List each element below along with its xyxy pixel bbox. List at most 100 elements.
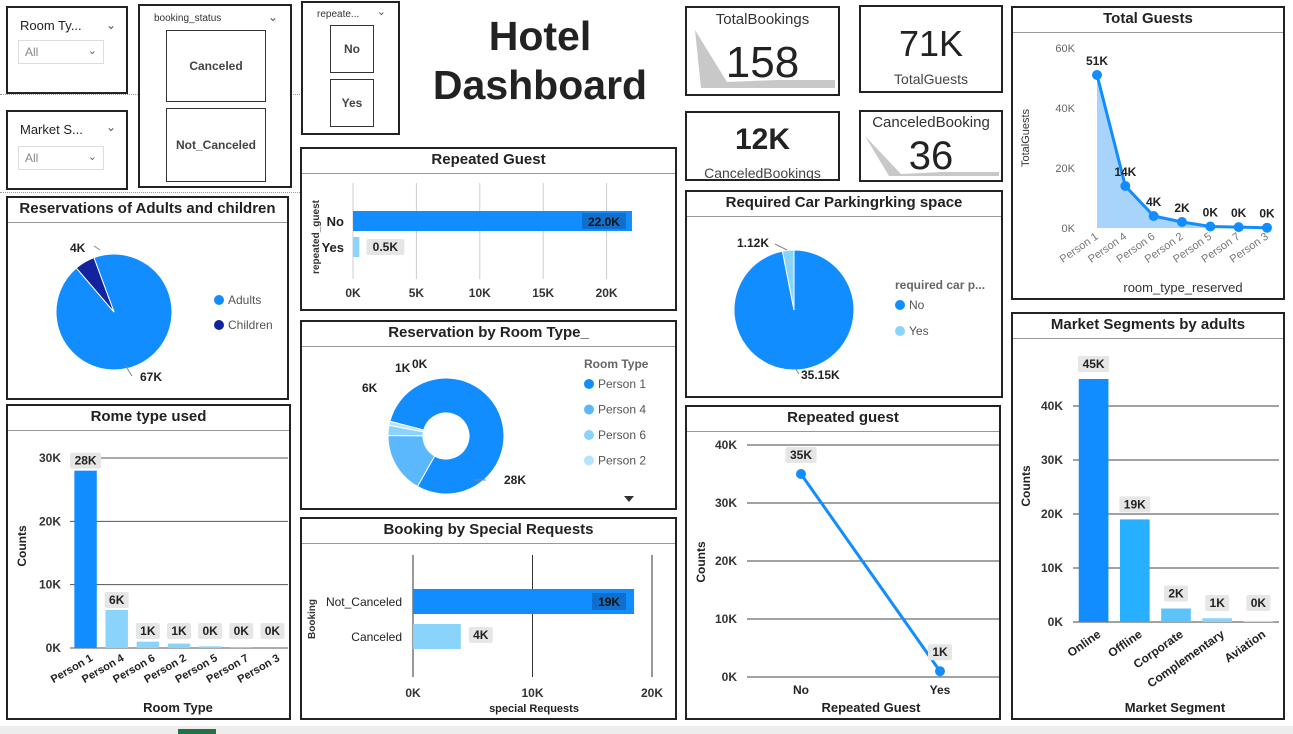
data-point: [1177, 217, 1187, 227]
active-page-tab[interactable]: [178, 729, 216, 734]
room-type-dropdown[interactable]: All ⌄: [18, 40, 104, 64]
y-tick-label: Not_Canceled: [326, 595, 402, 609]
y-tick-label: 10K: [39, 578, 61, 592]
data-label: 0K: [1251, 596, 1267, 610]
slicer-option-yes[interactable]: Yes: [330, 79, 374, 127]
divider: [0, 192, 300, 193]
kpi-canceled-booking: CanceledBooking 36: [859, 110, 1003, 182]
special-requests-card: Booking by Special Requests 0K 10K 20K Not_…: [300, 517, 677, 720]
title-divider: [687, 431, 999, 432]
sparkline: [695, 30, 835, 88]
data-label: 0K: [1203, 206, 1219, 220]
car-parking-pie-chart: 35.15K 1.12K required car p... No Yes: [733, 236, 985, 382]
data-label-bg: [229, 623, 254, 639]
booking-status-slicer[interactable]: booking_status ⌄ Canceled Not_Canceled: [138, 4, 292, 188]
pie-slice: [388, 420, 425, 433]
x-tick-label: Online: [1065, 627, 1104, 660]
x-tick-label: Complementary: [1145, 627, 1228, 691]
adults-children-pie-chart: 67K 4K Adults Children: [55, 241, 273, 384]
slicer-label: Market S...: [20, 122, 83, 137]
data-label: 45K: [1083, 357, 1105, 371]
series-line: [799, 473, 942, 673]
repeated-guest-line-card: Repeated guest 0K 10K 20K 30K 40K 35K No 1K Yes C…: [685, 405, 1001, 720]
kpi-label: TotalGuests: [894, 71, 968, 87]
data-label-bg: [366, 239, 405, 255]
chevron-down-icon[interactable]: ⌄: [105, 120, 116, 134]
data-label-bg: [581, 213, 626, 229]
room-type-slicer[interactable]: Room Ty... ⌄ All ⌄: [6, 6, 128, 94]
data-label-bg: [928, 644, 952, 661]
legend-marker: [895, 300, 905, 310]
chart-title: Booking by Special Requests: [383, 521, 594, 538]
title-divider: [1013, 338, 1283, 339]
slicer-option-canceled[interactable]: Canceled: [166, 30, 266, 102]
slicer-label: repeate...: [317, 9, 360, 20]
y-tick-label: Canceled: [351, 630, 402, 644]
legend-marker: [584, 430, 594, 440]
data-label: 0K: [234, 624, 250, 638]
data-label: 1K: [395, 361, 411, 375]
legend-title: required car p...: [895, 278, 985, 292]
data-label: 4K: [473, 628, 489, 642]
chevron-down-icon[interactable]: ⌄: [105, 18, 116, 32]
dropdown-value: All: [25, 151, 39, 165]
repeated-slicer[interactable]: repeate... ⌄ No Yes: [301, 1, 400, 135]
market-segment-slicer[interactable]: Market S... ⌄ All ⌄: [6, 110, 128, 190]
x-axis-title: special Requests: [489, 703, 579, 715]
bar: [353, 211, 632, 231]
data-label-bg: [592, 593, 627, 610]
leader-line: [124, 364, 133, 377]
data-label: 1K: [171, 624, 187, 638]
data-label: 6K: [109, 593, 125, 607]
y-tick-label: 30K: [39, 451, 61, 465]
data-point: [1233, 222, 1244, 233]
y-tick-label: 40K: [715, 438, 737, 452]
x-tick-label: No: [793, 683, 809, 697]
data-label: 35K: [790, 448, 812, 462]
bar: [136, 641, 160, 648]
chart-title: Market Segments by adults: [1050, 316, 1246, 333]
room-type-donut-card: Reservation by Room Type_ 28K 6K 1K 0K Room …: [300, 320, 677, 510]
slicer-option-not-canceled[interactable]: Not_Canceled: [166, 108, 266, 182]
title-divider: [8, 222, 287, 223]
data-point: [1120, 181, 1131, 191]
data-label-bg: [1119, 496, 1151, 513]
legend-marker: [895, 326, 905, 336]
data-label: 2K: [1174, 201, 1190, 215]
data-label-bg: [167, 623, 191, 639]
bar: [353, 237, 360, 257]
data-point: [935, 666, 945, 677]
data-label: 0K: [1259, 207, 1275, 221]
y-tick-label: 20K: [715, 554, 737, 568]
bar: [1078, 379, 1109, 622]
room-type-donut-chart: 28K 6K 1K 0K Room Type Person 1 Person 4 Person…: [362, 357, 649, 502]
x-tick-label: 10K: [469, 286, 491, 300]
market-segment-dropdown[interactable]: All ⌄: [18, 146, 104, 170]
x-tick-label: 10K: [521, 686, 543, 700]
x-tick-label: 0K: [405, 686, 421, 700]
legend-label: Yes: [909, 324, 929, 338]
data-label-bg: [1164, 585, 1188, 602]
data-label: 1K: [140, 624, 156, 638]
chart-title: Rome type used: [90, 408, 207, 425]
x-axis-title: Repeated Guest: [822, 700, 922, 715]
special-requests-bar-chart: 0K 10K 20K Not_Canceled Canceled 19K 4K Booking…: [307, 555, 663, 715]
data-label-bg: [1246, 595, 1271, 611]
legend-label: Person 4: [598, 403, 646, 417]
bar: [74, 470, 97, 648]
legend-marker: [214, 295, 224, 305]
bar: [1202, 618, 1233, 622]
data-label: 35.15K: [801, 368, 840, 382]
data-label: 0.5K: [373, 240, 399, 254]
kpi-total-guests: 71K TotalGuests: [859, 5, 1003, 93]
y-tick-label: 30K: [715, 496, 737, 510]
chevron-down-icon[interactable]: ⌄: [376, 6, 386, 18]
chevron-down-icon[interactable]: ⌄: [267, 10, 278, 24]
legend-marker: [584, 455, 594, 466]
legend-label: Person 6: [598, 428, 646, 442]
bar: [198, 646, 222, 648]
y-tick-label: 10K: [1041, 561, 1063, 575]
legend-label: Adults: [228, 293, 261, 307]
slicer-option-no[interactable]: No: [330, 25, 374, 73]
legend-marker: [214, 320, 224, 330]
